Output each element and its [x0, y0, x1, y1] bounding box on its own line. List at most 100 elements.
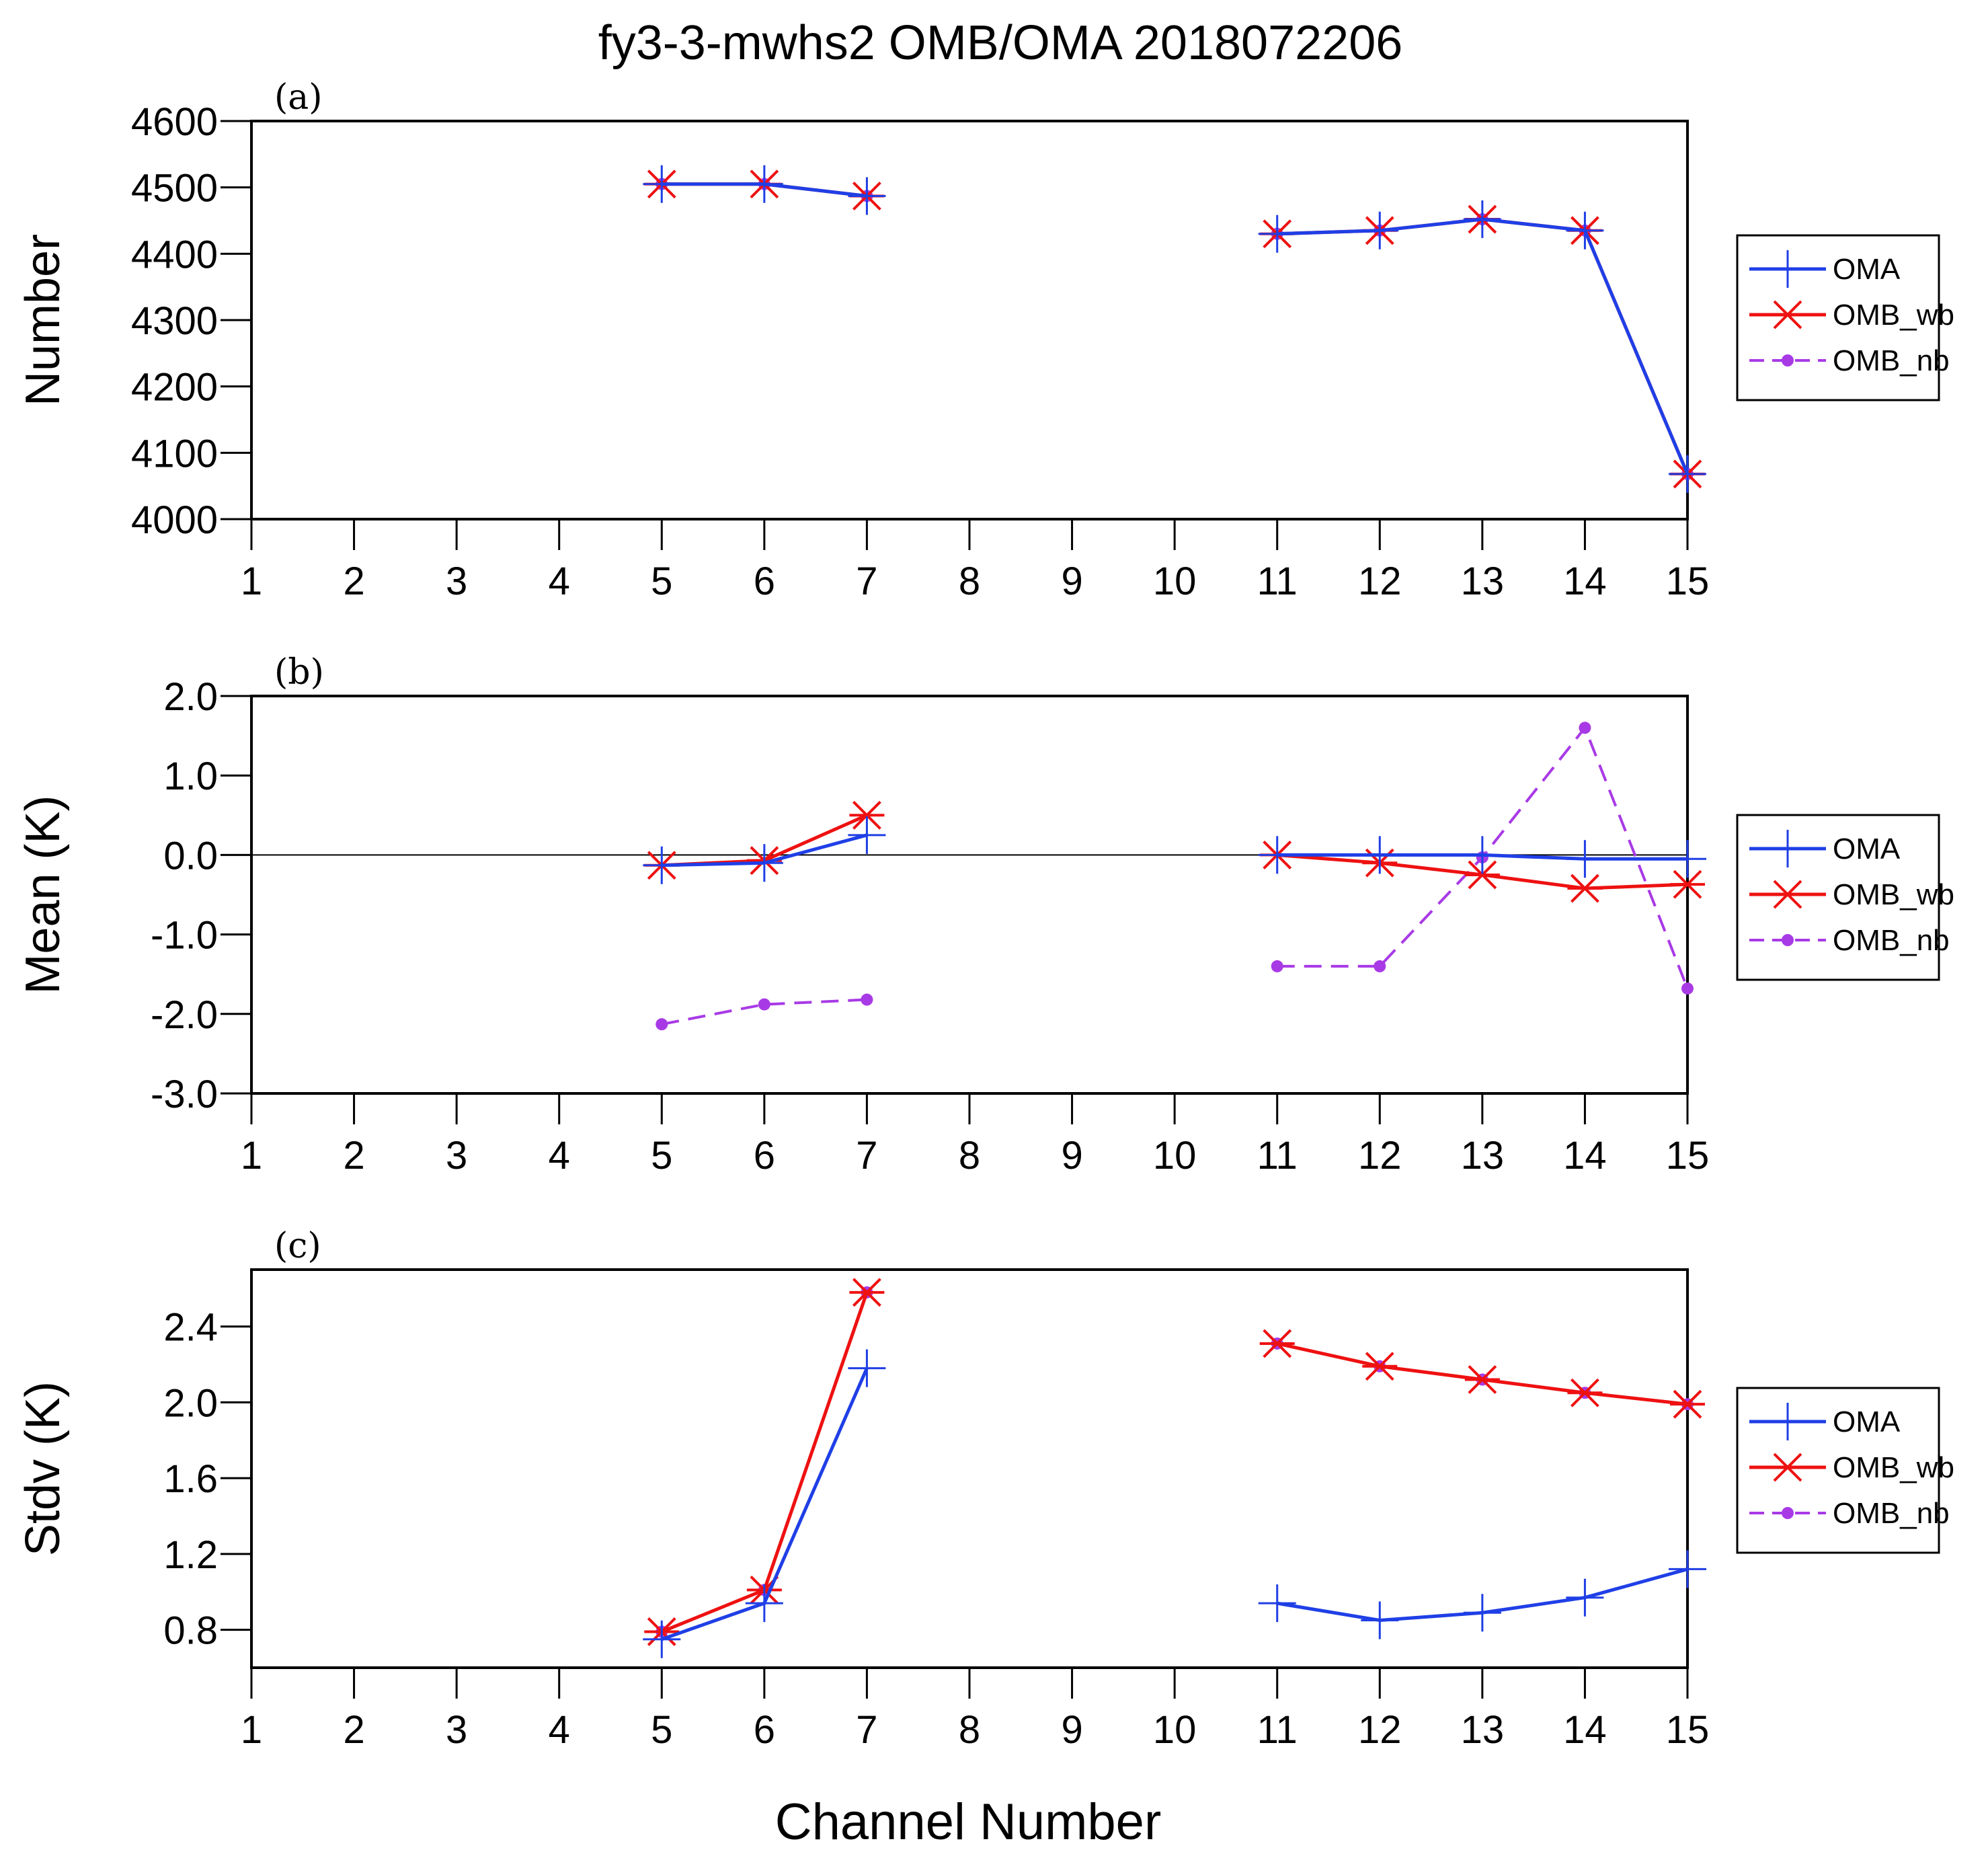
panel-label: (c): [274, 1226, 321, 1266]
data-point-omb-wb: [1362, 1352, 1398, 1381]
x-tick-label: 11: [1257, 1708, 1298, 1752]
x-tick-label: 13: [1461, 1708, 1505, 1752]
x-tick-label: 3: [446, 559, 467, 603]
x-tick-label: 1: [241, 1708, 262, 1752]
data-point-oma: [1669, 455, 1706, 493]
y-tick-label: 4600: [131, 100, 218, 144]
panel-b: -3.0-2.0-1.00.01.02.01 2 3 4 5 6 7 8 9 10 11 12 13 14…: [16, 652, 1954, 1177]
legend-marker-oma: [1769, 830, 1806, 867]
x-tick-label: 8: [959, 1708, 980, 1752]
x-tick-label: 4: [549, 1708, 570, 1752]
data-point-oma: [1463, 200, 1501, 239]
y-tick-label: 0.0: [163, 834, 218, 878]
y-tick-label: 1.0: [163, 755, 218, 798]
data-point-oma: [1669, 840, 1706, 878]
legend-label-omb-nb: OMB_nb: [1833, 924, 1950, 957]
data-point-omb-wb: [1567, 874, 1603, 903]
panel-label: (b): [274, 652, 324, 693]
data-point-omb-wb: [1464, 1365, 1500, 1394]
legend-label-oma: OMA: [1833, 833, 1901, 865]
data-point-oma: [745, 1584, 783, 1623]
x-tick-label: 10: [1153, 1134, 1197, 1177]
y-tick-label: 0.8: [163, 1609, 218, 1653]
y-tick-label: -2.0: [151, 993, 218, 1037]
legend-box: [1736, 814, 1940, 981]
y-tick-label: 4300: [131, 299, 218, 343]
legend: OMA OMB_wb OMB_nb: [1736, 814, 1954, 981]
data-point-oma: [1361, 1601, 1399, 1639]
x-tick-label: 9: [1061, 559, 1082, 603]
legend-marker-omb-nb: [1782, 354, 1794, 366]
data-point-omb-wb: [849, 1278, 885, 1307]
x-tick-label: 13: [1461, 1134, 1505, 1177]
x-tick-label: 10: [1153, 559, 1197, 603]
series-line-omb-wb: [1277, 217, 1689, 475]
x-tick-label: 7: [856, 1134, 877, 1177]
data-point-oma: [1463, 836, 1501, 874]
data-point-omb-wb: [1670, 1389, 1705, 1419]
data-point-omb-wb: [1259, 1329, 1295, 1358]
series-omb-nb: [655, 1286, 1694, 1638]
data-point-omb-nb: [758, 998, 770, 1011]
plot-frame: [250, 120, 1689, 520]
y-tick-label: 4200: [131, 366, 218, 410]
y-tick-label: 4500: [131, 167, 218, 210]
y-axis-label: Number: [16, 234, 70, 406]
legend-label-omb-wb: OMB_wb: [1833, 878, 1954, 911]
data-point-oma: [848, 1349, 886, 1387]
data-point-omb-wb: [1567, 1378, 1603, 1407]
legend-label-omb-nb: OMB_nb: [1833, 344, 1950, 377]
series-line-omb-nb: [661, 1292, 869, 1633]
data-point-oma: [1669, 1550, 1706, 1588]
x-tick-label: 14: [1563, 559, 1607, 603]
x-tick-label: 6: [754, 1134, 775, 1177]
data-point-omb-wb: [1464, 860, 1500, 890]
x-tick-label: 14: [1563, 1134, 1607, 1177]
y-tick-label: -1.0: [151, 914, 218, 958]
data-point-oma: [745, 844, 783, 882]
data-point-oma: [1258, 1584, 1296, 1623]
legend-box: [1736, 234, 1940, 401]
x-tick-label: 5: [651, 1708, 672, 1752]
x-tick-label: 12: [1358, 1134, 1402, 1177]
x-tick-label: 9: [1061, 1708, 1082, 1752]
legend-label-oma: OMA: [1833, 1405, 1901, 1438]
x-tick-label: 2: [343, 559, 364, 603]
x-tick-label: 14: [1563, 1708, 1607, 1752]
data-point-oma: [643, 165, 681, 203]
x-tick-label: 3: [446, 1134, 467, 1177]
legend-marker-omb-wb: [1770, 300, 1805, 330]
x-tick-label: 11: [1257, 559, 1298, 603]
y-tick-label: -3.0: [151, 1073, 218, 1116]
series-omb-nb: [655, 722, 1694, 1031]
panel-label: (a): [274, 77, 323, 118]
data-point-oma: [848, 816, 886, 854]
data-point-oma: [1361, 211, 1399, 249]
x-tick-label: 9: [1061, 1134, 1082, 1177]
legend-marker-omb-nb: [1782, 1507, 1794, 1519]
data-point-omb-nb: [1374, 960, 1386, 972]
x-tick-label: 2: [343, 1134, 364, 1177]
x-axis-label: Channel Number: [775, 1793, 1162, 1851]
data-point-oma: [1258, 215, 1296, 253]
x-tick-label: 1: [241, 1134, 262, 1177]
x-tick-label: 4: [549, 1134, 570, 1177]
data-point-omb-nb: [655, 1018, 668, 1031]
y-tick-label: 1.2: [163, 1533, 218, 1577]
x-tick-label: 4: [549, 559, 570, 603]
x-tick-label: 15: [1666, 559, 1710, 603]
x-tick-label: 8: [959, 559, 980, 603]
x-tick-label: 12: [1358, 1708, 1402, 1752]
legend-label-oma: OMA: [1833, 253, 1901, 286]
plot-frame: [250, 1268, 1689, 1669]
data-point-omb-nb: [1681, 982, 1694, 995]
data-point-omb-nb: [1579, 722, 1591, 734]
series-line-omb-nb: [661, 998, 867, 1026]
legend-marker-omb-nb: [1782, 934, 1794, 946]
y-tick-label: 2.0: [163, 675, 218, 719]
legend-marker-omb-wb: [1770, 1453, 1805, 1482]
x-tick-label: 7: [856, 1708, 877, 1752]
series-omb-wb: [644, 169, 1705, 489]
series-oma: [643, 816, 1706, 884]
